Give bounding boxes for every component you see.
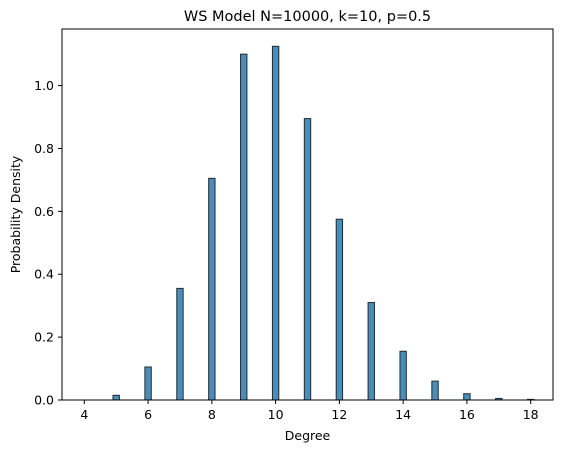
- y-tick-label: 0.2: [34, 330, 54, 345]
- x-tick-label: 10: [268, 407, 284, 422]
- bar-degree-13: [367, 302, 375, 401]
- y-tick-label: 0.0: [34, 393, 54, 408]
- bar-degree-8: [208, 177, 216, 401]
- y-tick-label: 1.0: [34, 78, 54, 93]
- bar-degree-14: [399, 350, 407, 401]
- bar-degree-7: [176, 287, 184, 401]
- bar-degree-5: [112, 394, 120, 401]
- x-tick-label: 18: [523, 407, 539, 422]
- x-tick-label: 4: [80, 407, 88, 422]
- y-tick-label: 0.6: [34, 204, 54, 219]
- x-tick-label: 6: [144, 407, 152, 422]
- x-tick-label: 16: [459, 407, 475, 422]
- x-tick-label: 14: [395, 407, 411, 422]
- bar-degree-15: [431, 380, 439, 401]
- chart-title: WS Model N=10000, k=10, p=0.5: [184, 9, 431, 25]
- x-axis-ticks: 4 6 8 10 12 14 16 18: [80, 400, 539, 422]
- plot-frame: [61, 28, 554, 401]
- y-axis-ticks: 0.0 0.2 0.4 0.6 0.8 1.0: [34, 78, 62, 408]
- bar-degree-10: [271, 45, 280, 401]
- x-tick-label: 8: [208, 407, 216, 422]
- bar-degree-9: [240, 53, 248, 401]
- y-tick-label: 0.4: [34, 267, 54, 282]
- bar-degree-6: [144, 366, 152, 401]
- y-axis-label: Probability Density: [8, 155, 23, 273]
- x-axis-label: Degree: [285, 428, 331, 443]
- bar-degree-11: [303, 118, 312, 401]
- bars-group: [112, 45, 535, 401]
- bar-degree-16: [463, 393, 471, 401]
- bar-degree-12: [335, 218, 344, 401]
- x-tick-label: 12: [331, 407, 347, 422]
- y-tick-label: 0.8: [34, 141, 54, 156]
